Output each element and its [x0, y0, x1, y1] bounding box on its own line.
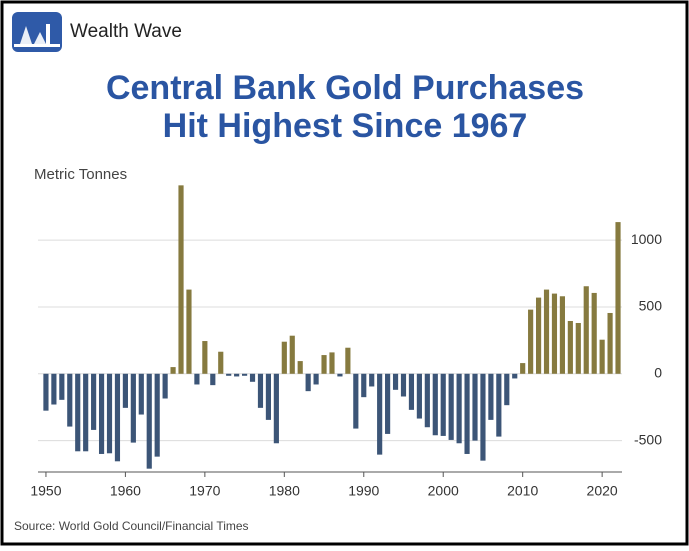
- bar: [242, 373, 248, 376]
- x-tick-label: 1990: [348, 483, 379, 499]
- bar: [464, 373, 470, 454]
- bar: [130, 373, 136, 443]
- bar: [51, 373, 57, 405]
- y-axis-label: Metric Tonnes: [34, 166, 127, 183]
- bar: [59, 373, 65, 400]
- bar: [535, 297, 542, 374]
- bar: [392, 373, 399, 390]
- bar: [472, 373, 478, 441]
- x-tick-label: 2000: [428, 483, 459, 499]
- bar: [170, 367, 176, 374]
- bar: [43, 373, 49, 411]
- chart-title: Central Bank Gold Purchases: [106, 69, 584, 107]
- bar: [408, 373, 415, 410]
- bar: [138, 373, 144, 415]
- bar: [75, 373, 81, 452]
- bar: [512, 373, 518, 379]
- x-tick-label: 1970: [189, 483, 220, 499]
- bar: [575, 322, 581, 374]
- x-tick-label: 2020: [587, 483, 618, 499]
- bar: [559, 296, 565, 374]
- bar: [480, 373, 486, 461]
- bar: [520, 363, 526, 374]
- chart-title: Hit Highest Since 1967: [163, 107, 528, 145]
- bar: [321, 355, 327, 374]
- bar: [297, 361, 303, 374]
- x-tick-label: 1950: [30, 483, 61, 499]
- bar: [83, 373, 89, 452]
- y-tick-label: -500: [634, 431, 662, 447]
- bar: [345, 347, 351, 374]
- bar: [114, 373, 121, 462]
- bar: [257, 373, 264, 408]
- bar: [194, 373, 200, 385]
- bar: [305, 373, 311, 392]
- bar: [456, 373, 462, 444]
- bar: [432, 373, 438, 436]
- bar: [488, 373, 494, 420]
- x-tick-label: 1980: [269, 483, 300, 499]
- bar: [583, 286, 589, 374]
- bar: [369, 373, 375, 387]
- bar: [313, 373, 319, 385]
- bar: [337, 373, 343, 377]
- y-tick-label: 500: [639, 298, 663, 314]
- brand: Wealth Wave: [70, 21, 182, 42]
- bar: [528, 309, 534, 374]
- bar: [361, 373, 367, 398]
- bar: [400, 373, 407, 397]
- bar: [178, 185, 184, 374]
- bar: [91, 373, 97, 430]
- bar: [289, 335, 295, 374]
- bar: [154, 373, 160, 457]
- bar: [210, 373, 216, 386]
- bar: [353, 373, 359, 429]
- bar: [249, 373, 256, 382]
- bar: [162, 373, 168, 399]
- bar: [416, 373, 422, 419]
- bar: [146, 373, 152, 469]
- bar: [106, 373, 113, 454]
- bar: [377, 373, 383, 455]
- bar: [273, 373, 279, 444]
- bar: [448, 373, 454, 440]
- bar: [218, 351, 224, 374]
- bar: [543, 289, 550, 374]
- bar: [98, 373, 105, 454]
- bar: [615, 222, 621, 374]
- bar: [496, 373, 502, 437]
- bar: [591, 292, 597, 374]
- bar: [281, 341, 287, 374]
- y-tick-label: 1000: [631, 231, 662, 247]
- x-tick-label: 1960: [110, 483, 141, 499]
- logo: [12, 12, 62, 52]
- bar: [202, 341, 208, 374]
- bar: [599, 339, 605, 374]
- bar: [329, 352, 335, 374]
- bar: [226, 373, 232, 376]
- bar: [234, 373, 240, 377]
- source: Source: World Gold Council/Financial Tim…: [14, 519, 249, 533]
- bar: [122, 373, 128, 408]
- bar: [265, 373, 272, 420]
- bar: [385, 373, 391, 434]
- bar: [551, 293, 558, 374]
- bar: [607, 312, 613, 374]
- bar: [440, 373, 446, 436]
- bar: [424, 373, 430, 428]
- x-tick-label: 2010: [507, 483, 538, 499]
- bar: [186, 289, 192, 374]
- y-tick-label: 0: [654, 364, 662, 380]
- bar: [67, 373, 73, 427]
- bar: [504, 373, 510, 406]
- bar: [567, 320, 573, 374]
